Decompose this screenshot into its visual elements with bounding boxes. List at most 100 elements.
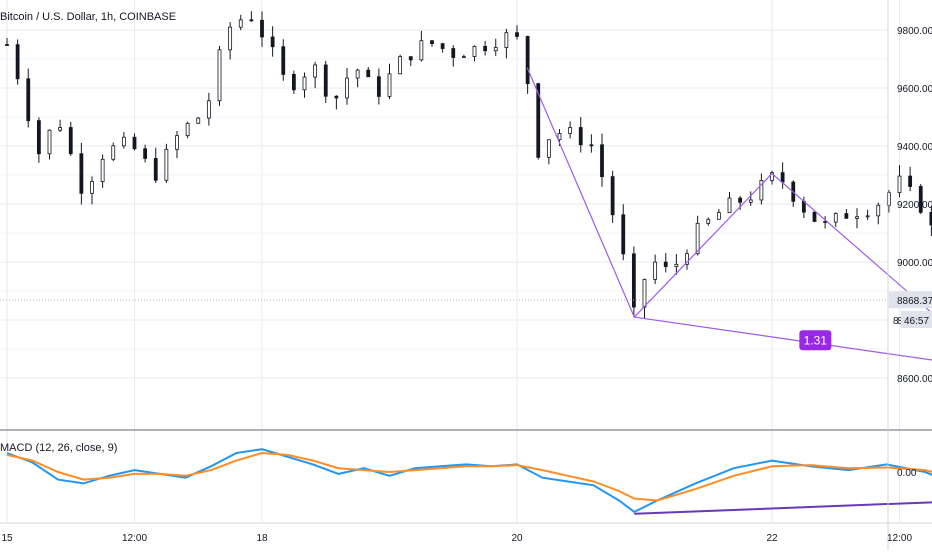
candle-body xyxy=(206,100,211,119)
candle-body xyxy=(855,216,859,219)
candle-body xyxy=(780,172,785,183)
candle-body xyxy=(483,45,488,52)
candle-body xyxy=(175,135,179,150)
candle-body xyxy=(557,133,562,141)
countdown-badge xyxy=(901,311,932,328)
time-tick-label: 15 xyxy=(1,533,13,544)
candle-body xyxy=(185,122,190,137)
last-price-label: 8868.37 xyxy=(897,296,932,307)
candle-body xyxy=(897,175,902,194)
candle-body xyxy=(47,129,52,155)
candle-body xyxy=(525,36,530,85)
candle-body xyxy=(217,49,222,102)
candle-body xyxy=(812,211,817,222)
candle-body xyxy=(5,44,9,46)
chart-title: Bitcoin / U.S. Dollar, 1h, COINBASE xyxy=(0,11,177,23)
candle-body xyxy=(291,73,296,91)
candle-body xyxy=(323,64,328,97)
candle-body xyxy=(600,144,604,178)
candle-body xyxy=(578,127,583,146)
countdown-label: 46:57 xyxy=(904,316,929,327)
candle-body xyxy=(908,175,913,187)
candle-body xyxy=(79,153,84,194)
candle-body xyxy=(759,180,764,201)
candle-body xyxy=(366,69,371,78)
candle-body xyxy=(260,19,264,38)
candle-body xyxy=(164,148,169,181)
candle-body xyxy=(621,214,626,255)
candle-body xyxy=(536,83,541,158)
candle-body xyxy=(589,144,594,147)
time-tick-label: 22 xyxy=(766,533,778,544)
candle-body xyxy=(100,158,105,182)
candle-body xyxy=(770,172,774,181)
time-tick-label: 18 xyxy=(256,533,268,544)
candle-body xyxy=(419,40,424,61)
candle-body xyxy=(387,73,392,97)
candle-body xyxy=(26,78,31,122)
candle-body xyxy=(568,127,573,134)
candle-body xyxy=(610,176,615,216)
candle-body xyxy=(143,148,148,159)
candle-body xyxy=(876,204,881,217)
candle-body xyxy=(90,181,94,194)
time-tick-label: 20 xyxy=(511,533,523,544)
price-tick-label: 9600.00 xyxy=(897,84,932,95)
harmonic-pattern-line[interactable] xyxy=(526,67,932,400)
candle-body xyxy=(249,19,254,22)
candle-body xyxy=(918,186,923,213)
candle-body xyxy=(111,145,116,160)
candle-body xyxy=(36,120,41,155)
candle-body xyxy=(515,32,519,37)
candle-body xyxy=(196,117,201,124)
candle-body xyxy=(716,212,721,220)
candle-body xyxy=(504,32,509,48)
candle-body xyxy=(886,192,891,206)
candle-body xyxy=(674,263,679,267)
macd-tick-label: 0.00 xyxy=(897,468,917,479)
candle-body xyxy=(132,136,137,150)
candle-body xyxy=(738,197,743,203)
candle-body xyxy=(865,215,870,218)
macd-trend-line[interactable] xyxy=(634,483,932,515)
candle-body xyxy=(376,76,381,97)
time-tick-label: 12:00 xyxy=(122,533,147,544)
candle-body xyxy=(408,56,413,61)
ratio-label: 1.31 xyxy=(804,333,828,347)
price-tick-label: 9800.00 xyxy=(897,26,932,37)
candle-body xyxy=(493,47,498,52)
candle-body xyxy=(345,77,349,99)
candle-body xyxy=(653,261,658,280)
candle-body xyxy=(238,19,243,28)
candle-body xyxy=(472,45,477,57)
price-tick-label: 9400.00 xyxy=(897,142,932,153)
candle-body xyxy=(15,44,20,80)
candle-body xyxy=(398,56,403,75)
candle-body xyxy=(642,278,647,308)
candle-body xyxy=(302,76,307,91)
ratio-badge[interactable] xyxy=(799,330,832,351)
price-tick-label: 9200.00 xyxy=(897,200,932,211)
divergence-line[interactable] xyxy=(634,316,932,400)
candle-body xyxy=(663,261,668,267)
price-tick-label: 9000.00 xyxy=(897,258,932,269)
candle-body xyxy=(461,56,466,58)
countdown-prefix: 8 xyxy=(893,316,899,327)
candle-body xyxy=(844,213,849,219)
candle-body xyxy=(58,127,63,131)
candle-body xyxy=(440,43,445,49)
last-price-badge xyxy=(889,291,932,309)
price-tick-label: 8600.00 xyxy=(897,374,932,385)
candle-body xyxy=(153,158,158,181)
candle-body xyxy=(121,136,126,147)
candle-body xyxy=(430,40,434,45)
candle-body xyxy=(281,46,286,75)
candle-body xyxy=(706,218,711,224)
candle-body xyxy=(929,212,932,226)
candle-body xyxy=(727,197,732,214)
candle-body xyxy=(355,69,360,79)
macd-line xyxy=(6,448,932,514)
time-tick-label: 12:00 xyxy=(887,533,912,544)
